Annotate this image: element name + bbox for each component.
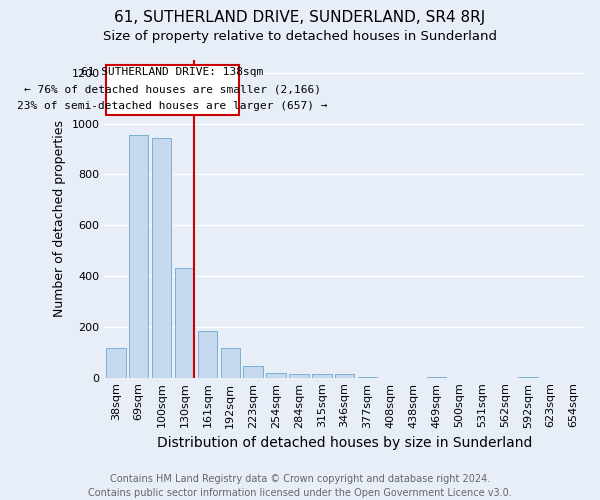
Text: 61 SUTHERLAND DRIVE: 138sqm: 61 SUTHERLAND DRIVE: 138sqm [82,66,263,76]
Y-axis label: Number of detached properties: Number of detached properties [53,120,66,318]
Bar [197,330,217,378]
Bar [312,374,332,378]
Bar [129,135,148,378]
X-axis label: Distribution of detached houses by size in Sunderland: Distribution of detached houses by size … [157,436,532,450]
Bar [106,348,125,378]
Bar [289,374,308,378]
Bar [244,366,263,378]
Text: ← 76% of detached houses are smaller (2,166): ← 76% of detached houses are smaller (2,… [24,85,321,95]
Bar [358,377,377,378]
Bar [152,138,172,378]
Text: Size of property relative to detached houses in Sunderland: Size of property relative to detached ho… [103,30,497,43]
Text: 23% of semi-detached houses are larger (657) →: 23% of semi-detached houses are larger (… [17,102,328,112]
Bar [221,348,240,378]
FancyBboxPatch shape [106,65,239,114]
Bar [175,268,194,378]
Bar [427,377,446,378]
Text: 61, SUTHERLAND DRIVE, SUNDERLAND, SR4 8RJ: 61, SUTHERLAND DRIVE, SUNDERLAND, SR4 8R… [115,10,485,25]
Text: Contains HM Land Registry data © Crown copyright and database right 2024.
Contai: Contains HM Land Registry data © Crown c… [88,474,512,498]
Bar [335,374,355,378]
Bar [518,377,538,378]
Bar [266,373,286,378]
